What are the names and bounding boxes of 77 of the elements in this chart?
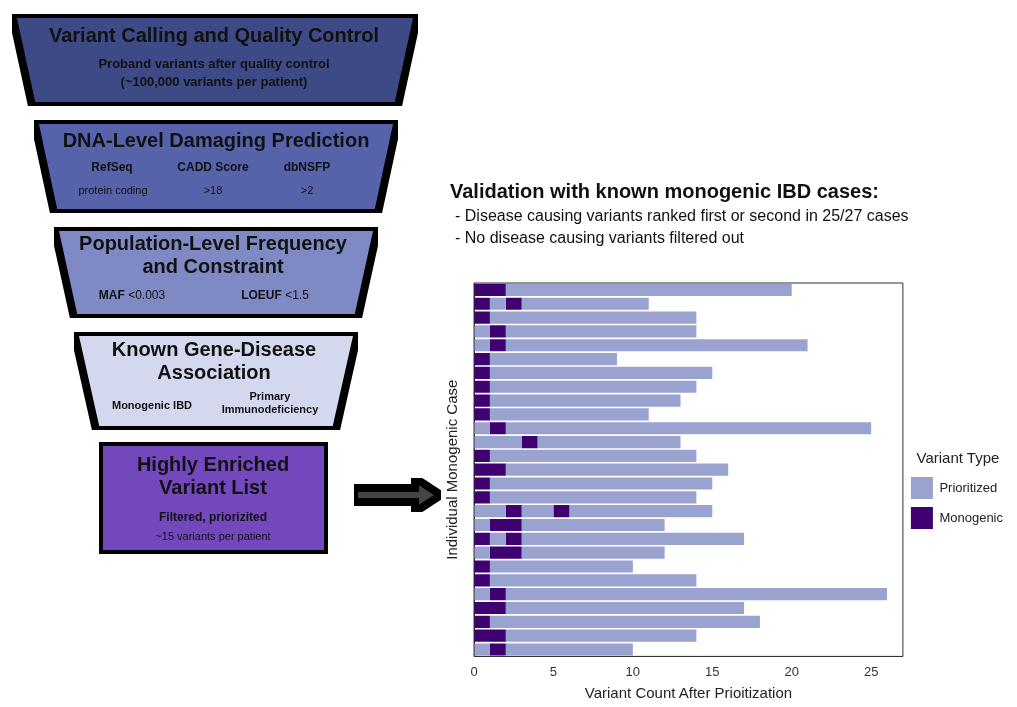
- text: Monogenic IBD: [111, 399, 193, 411]
- bar: [489, 366, 713, 379]
- legend-title: Variant Type: [916, 448, 1000, 466]
- bar: [569, 505, 713, 518]
- bar: [474, 325, 490, 338]
- text: <1.5: [285, 288, 309, 302]
- bar: [505, 532, 522, 545]
- bar: [474, 546, 490, 559]
- bar: [474, 366, 490, 379]
- text: Known Gene-Disease Association: [111, 338, 317, 383]
- bar: [474, 601, 506, 615]
- bar: [521, 435, 538, 449]
- bar: [489, 352, 617, 366]
- bar: [474, 505, 506, 518]
- bar: [474, 422, 490, 435]
- text: RefSeq: [91, 160, 133, 174]
- bar: [521, 505, 554, 518]
- text: - Disease causing variants ranked first or second in 25/27 cases: [455, 207, 909, 225]
- legend-label: Monogenic: [939, 509, 1004, 525]
- bar: [505, 588, 888, 601]
- text: protein coding: [78, 184, 148, 196]
- bar: [505, 505, 522, 518]
- bar: [489, 422, 506, 435]
- text: LOEUF: [241, 288, 282, 302]
- text: Variant Calling and Quality Control: [48, 24, 380, 46]
- bar: [505, 283, 792, 296]
- bar: [521, 518, 665, 532]
- x-tick-label: 25: [863, 663, 879, 679]
- text: (~100,000 variants per patient): [120, 74, 308, 89]
- x-axis-title: Variant Count After Prioitization: [584, 684, 793, 702]
- text: dbNSFP: [283, 160, 331, 174]
- text: <0.003: [128, 288, 166, 302]
- x-tick-label: 20: [784, 663, 799, 679]
- y-axis-title: Individual Monogenic Case: [443, 379, 461, 560]
- bar: [474, 518, 490, 532]
- bar: [474, 283, 506, 296]
- bar: [505, 422, 872, 435]
- bar: [474, 615, 490, 628]
- bar: [489, 532, 506, 545]
- text: CADD Score: [177, 160, 249, 174]
- bar: [474, 643, 490, 656]
- bar: [489, 325, 506, 338]
- bar: [489, 615, 760, 628]
- text: ~15 variants per patient: [155, 530, 271, 542]
- bar: [474, 449, 490, 462]
- text: >18: [203, 184, 223, 196]
- legend-label: Prioritized: [939, 479, 998, 495]
- bar: [474, 588, 490, 601]
- bar: [505, 297, 522, 310]
- bar: [489, 588, 506, 601]
- bar: [474, 339, 490, 352]
- chart-title: Validation with known monogenic IBD cases:: [450, 180, 879, 203]
- bar: [489, 339, 506, 352]
- text: Filtered, priorizited: [158, 510, 267, 524]
- text: MAF: [98, 288, 125, 302]
- bar: [521, 532, 745, 545]
- bar: [505, 601, 745, 615]
- bar: [489, 546, 522, 559]
- text: Proband variants after quality control: [98, 56, 330, 71]
- x-tick-label: 0: [470, 663, 478, 679]
- text: Primary Immunodeficiency: [221, 390, 319, 415]
- bar: [474, 532, 490, 545]
- text: DNA-Level Damaging Prediction: [62, 129, 370, 151]
- bar: [489, 449, 697, 462]
- x-tick-label: 10: [625, 663, 641, 679]
- bar: [474, 352, 490, 366]
- x-tick-label: 15: [705, 663, 720, 679]
- bar: [505, 339, 808, 352]
- bar: [537, 435, 681, 449]
- bar: [489, 518, 522, 532]
- x-tick-label: 5: [549, 663, 558, 679]
- bar: [553, 505, 570, 518]
- text: Highly Enriched Variant List: [136, 453, 290, 498]
- text: >2: [300, 184, 314, 196]
- text: - No disease causing variants filtered out: [455, 229, 745, 247]
- text: Population-Level Frequency and Constraint: [79, 232, 347, 277]
- bar: [474, 435, 522, 449]
